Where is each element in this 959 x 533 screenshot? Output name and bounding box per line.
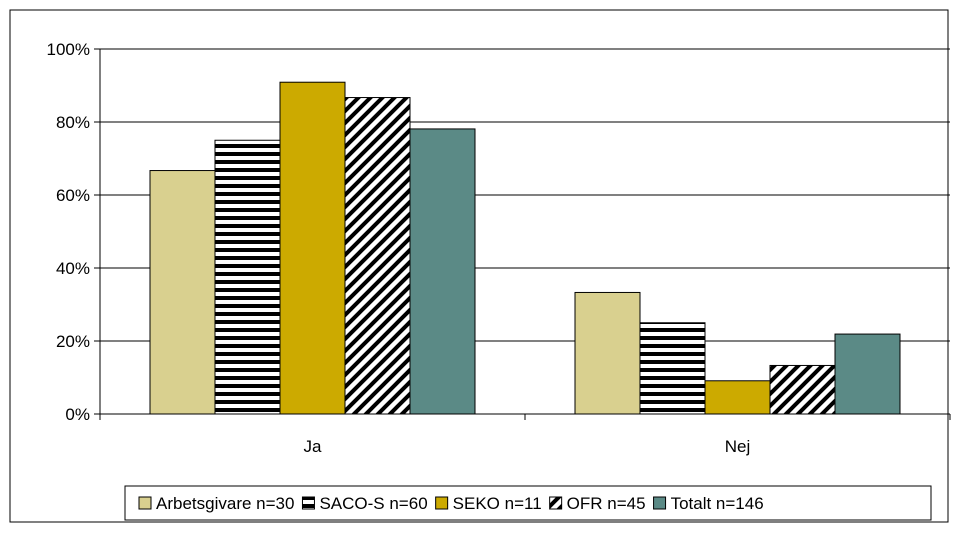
axes	[99, 49, 951, 420]
legend-swatch	[138, 496, 152, 510]
bar-5-ja	[409, 128, 476, 415]
y-tick-label: 40%	[56, 259, 90, 278]
legend-label: SEKO n=11	[453, 494, 542, 513]
bars	[149, 81, 901, 415]
x-tick-label: Nej	[725, 437, 751, 456]
y-tick-label: 80%	[56, 113, 90, 132]
x-tick-label: Ja	[304, 437, 323, 456]
bar-3-ja	[279, 81, 346, 415]
legend-label: SACO-S n=60	[319, 494, 427, 513]
bar-1-ja	[149, 170, 216, 415]
legend-label: Totalt n=146	[671, 494, 764, 513]
legend-box	[124, 485, 932, 521]
legend-swatch	[549, 496, 563, 510]
legend: Arbetsgivare n=30 SACO-S n=60 SEKO n=11 OFR…	[124, 485, 932, 521]
bar-2-nej	[639, 322, 706, 415]
y-tick-label: 100%	[47, 40, 90, 59]
bar-4-nej	[769, 364, 836, 415]
legend-swatch	[435, 496, 449, 510]
x-axis-labels: Ja Nej	[304, 437, 751, 456]
y-axis-ticks: 0% 20% 40% 60% 80% 100%	[47, 40, 100, 424]
y-tick-label: 60%	[56, 186, 90, 205]
y-tick-label: 0%	[65, 405, 90, 424]
bar-2-ja	[214, 139, 281, 415]
y-tick-label: 20%	[56, 332, 90, 351]
legend-swatch	[301, 496, 315, 510]
bar-5-nej	[834, 333, 901, 415]
legend-label: Arbetsgivare n=30	[156, 494, 294, 513]
bar-4-ja	[344, 97, 411, 415]
bar-3-nej	[704, 380, 771, 415]
bar-1-nej	[574, 291, 641, 415]
legend-swatch	[653, 496, 667, 510]
legend-label: OFR n=45	[567, 494, 646, 513]
